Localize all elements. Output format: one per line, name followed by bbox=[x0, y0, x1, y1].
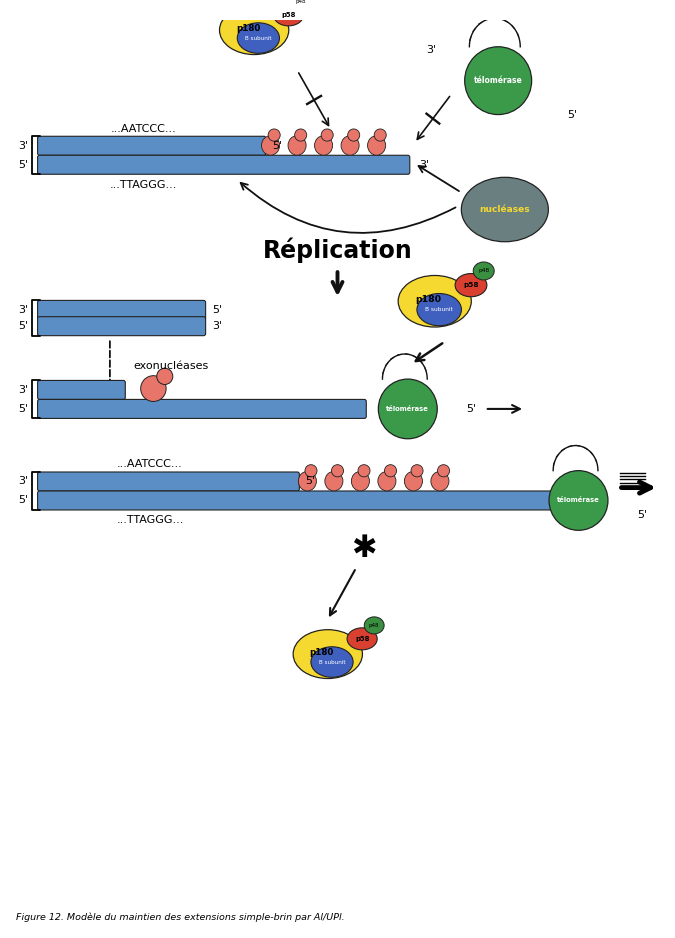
Ellipse shape bbox=[325, 472, 343, 491]
Text: 3': 3' bbox=[18, 305, 28, 315]
Ellipse shape bbox=[298, 472, 317, 491]
Ellipse shape bbox=[461, 177, 548, 242]
FancyBboxPatch shape bbox=[38, 472, 299, 491]
Ellipse shape bbox=[411, 464, 423, 477]
FancyBboxPatch shape bbox=[38, 300, 206, 320]
Ellipse shape bbox=[238, 23, 279, 53]
Ellipse shape bbox=[347, 628, 377, 650]
FancyBboxPatch shape bbox=[38, 136, 266, 156]
Ellipse shape bbox=[455, 274, 487, 296]
Text: 3': 3' bbox=[426, 45, 436, 55]
Ellipse shape bbox=[295, 129, 306, 141]
Text: 5': 5' bbox=[18, 159, 28, 170]
Text: ✱: ✱ bbox=[352, 534, 377, 563]
Ellipse shape bbox=[378, 379, 437, 439]
FancyBboxPatch shape bbox=[38, 491, 577, 510]
Ellipse shape bbox=[417, 294, 462, 325]
Text: p48: p48 bbox=[369, 623, 379, 628]
Ellipse shape bbox=[219, 6, 289, 54]
Ellipse shape bbox=[291, 0, 310, 10]
Ellipse shape bbox=[364, 617, 384, 634]
Ellipse shape bbox=[464, 47, 532, 114]
Ellipse shape bbox=[473, 262, 494, 280]
Ellipse shape bbox=[437, 464, 450, 477]
FancyBboxPatch shape bbox=[38, 381, 126, 400]
Ellipse shape bbox=[321, 129, 333, 141]
Text: p58: p58 bbox=[281, 12, 296, 18]
Text: Figure 12. Modèle du maintien des extensions simple-brin par Al/UPl.: Figure 12. Modèle du maintien des extens… bbox=[16, 912, 345, 922]
Text: p58: p58 bbox=[355, 636, 369, 642]
Text: p180: p180 bbox=[236, 23, 261, 33]
Text: ...TTAGGG...: ...TTAGGG... bbox=[116, 515, 184, 525]
Text: B subunit: B subunit bbox=[245, 36, 271, 40]
Ellipse shape bbox=[549, 471, 608, 530]
Text: B subunit: B subunit bbox=[425, 307, 453, 312]
Ellipse shape bbox=[311, 647, 353, 677]
Ellipse shape bbox=[374, 129, 386, 141]
Text: télomérase: télomérase bbox=[474, 76, 522, 85]
Ellipse shape bbox=[378, 472, 396, 491]
Ellipse shape bbox=[341, 136, 359, 155]
Ellipse shape bbox=[273, 4, 304, 26]
Text: p48: p48 bbox=[295, 0, 306, 4]
Text: B subunit: B subunit bbox=[319, 659, 346, 664]
Text: p180: p180 bbox=[415, 295, 441, 304]
Ellipse shape bbox=[385, 464, 396, 477]
Text: p58: p58 bbox=[463, 282, 479, 288]
Text: p48: p48 bbox=[478, 268, 489, 274]
Ellipse shape bbox=[315, 136, 333, 155]
Ellipse shape bbox=[358, 464, 370, 477]
Text: 3': 3' bbox=[212, 321, 222, 331]
Ellipse shape bbox=[305, 464, 317, 477]
Ellipse shape bbox=[261, 136, 279, 155]
Text: 5': 5' bbox=[18, 495, 28, 506]
FancyBboxPatch shape bbox=[38, 156, 410, 174]
Text: 3': 3' bbox=[18, 385, 28, 395]
Text: nucléases: nucléases bbox=[479, 205, 530, 214]
Text: 3': 3' bbox=[18, 477, 28, 487]
Text: Réplication: Réplication bbox=[263, 237, 412, 263]
Text: ...TTAGGG...: ...TTAGGG... bbox=[109, 180, 177, 189]
Text: ...AATCCC...: ...AATCCC... bbox=[117, 460, 183, 469]
FancyBboxPatch shape bbox=[38, 317, 206, 336]
Ellipse shape bbox=[157, 369, 173, 385]
Text: 5': 5' bbox=[18, 404, 28, 414]
Text: 5': 5' bbox=[306, 477, 316, 487]
Text: télomérase: télomérase bbox=[386, 406, 429, 412]
Text: 3': 3' bbox=[18, 141, 28, 151]
Ellipse shape bbox=[288, 136, 306, 155]
FancyBboxPatch shape bbox=[38, 400, 367, 418]
Ellipse shape bbox=[404, 472, 423, 491]
Text: ...AATCCC...: ...AATCCC... bbox=[111, 124, 176, 133]
Text: 5': 5' bbox=[212, 305, 222, 315]
Text: p180: p180 bbox=[310, 648, 334, 657]
Ellipse shape bbox=[140, 376, 166, 401]
Text: 5': 5' bbox=[466, 404, 477, 414]
Text: 5': 5' bbox=[567, 110, 577, 119]
Text: télomérase: télomérase bbox=[557, 497, 600, 504]
Text: 3': 3' bbox=[419, 159, 429, 170]
Ellipse shape bbox=[293, 629, 362, 678]
Text: 5': 5' bbox=[18, 321, 28, 331]
Text: 5': 5' bbox=[272, 141, 282, 151]
Ellipse shape bbox=[352, 472, 369, 491]
Ellipse shape bbox=[431, 472, 449, 491]
Ellipse shape bbox=[348, 129, 360, 141]
Ellipse shape bbox=[398, 276, 471, 327]
Ellipse shape bbox=[368, 136, 385, 155]
Ellipse shape bbox=[268, 129, 280, 141]
Text: exonucléases: exonucléases bbox=[134, 360, 209, 371]
Ellipse shape bbox=[331, 464, 344, 477]
Text: 5': 5' bbox=[637, 509, 647, 520]
